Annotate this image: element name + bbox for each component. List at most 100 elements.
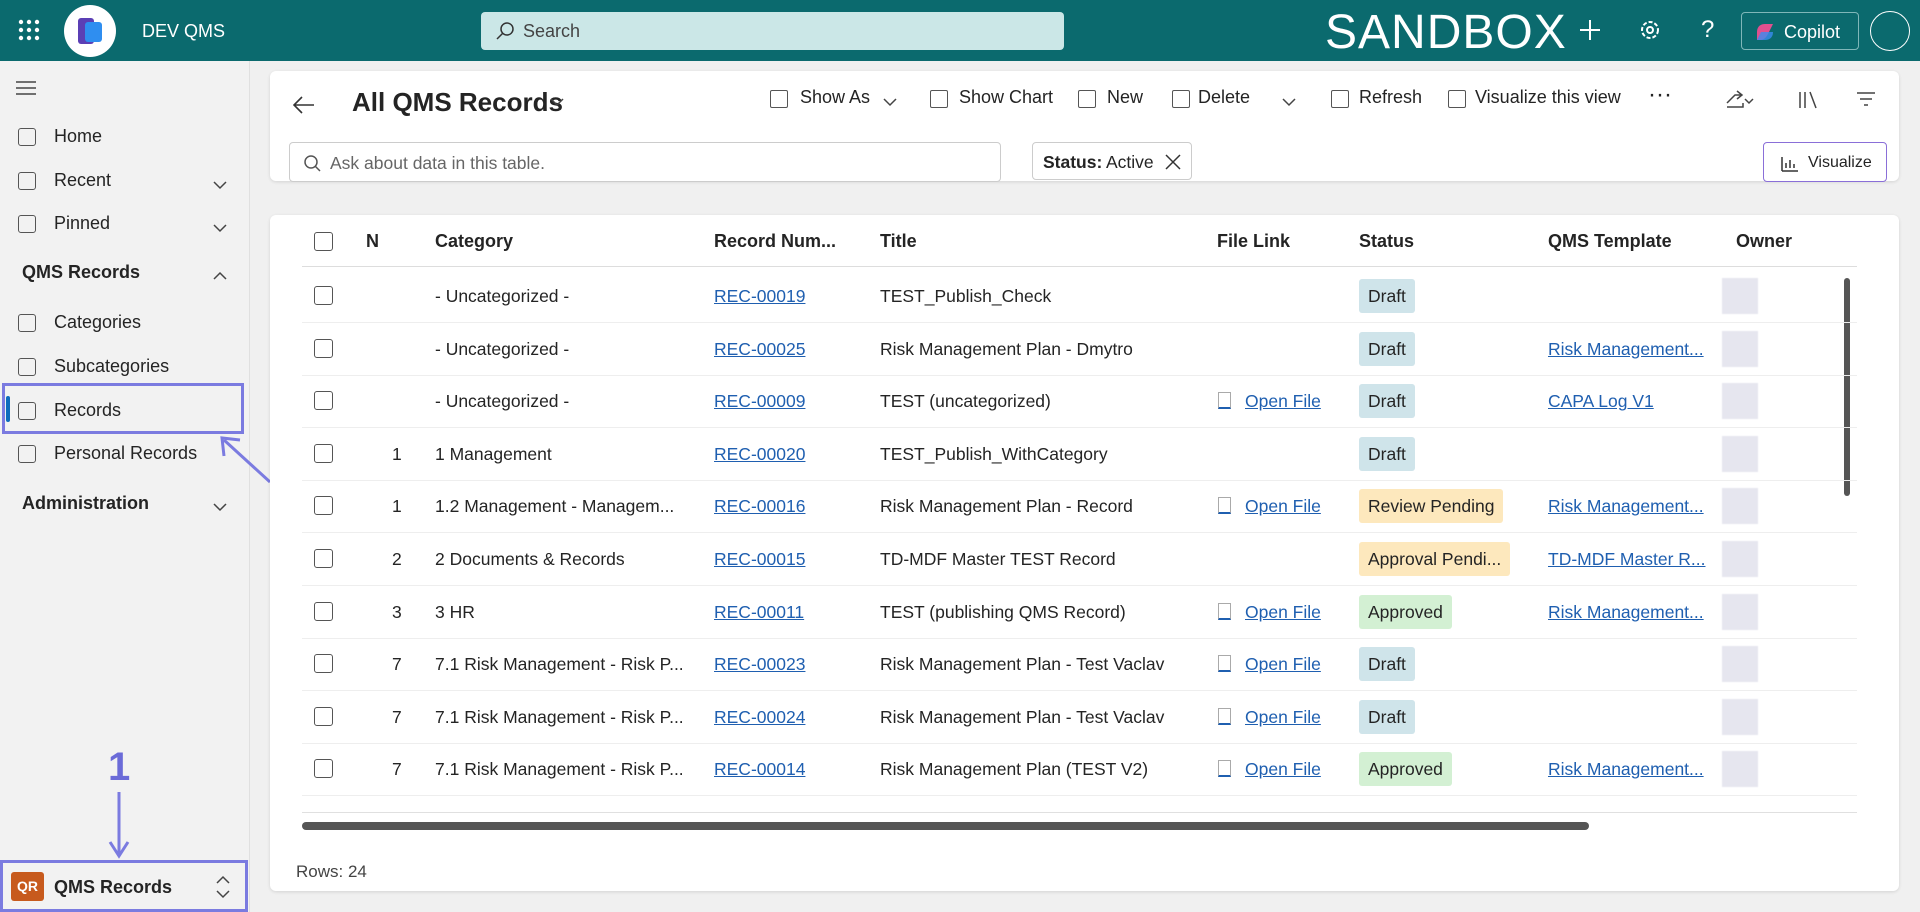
command[interactable]: Delete xyxy=(1198,87,1251,107)
collapse-menu[interactable] xyxy=(16,81,38,95)
column-header[interactable]: Owner xyxy=(1736,231,1793,251)
row-checkbox[interactable] xyxy=(314,654,333,674)
cell-record[interactable]: REC-00011 xyxy=(714,601,805,622)
cell-template[interactable]: Risk Management... xyxy=(1548,496,1704,517)
row-checkbox[interactable] xyxy=(314,286,333,305)
vertical-scrollbar[interactable] xyxy=(1844,278,1850,496)
status-badge: Review Pending xyxy=(1359,489,1504,524)
row-checkbox[interactable] xyxy=(314,443,333,463)
cell-record[interactable]: REC-00015 xyxy=(714,549,806,569)
column-header[interactable]: QMS Template xyxy=(1548,231,1672,251)
ask-box[interactable]: Ask about data in this table. xyxy=(289,142,1001,182)
filter-remove[interactable] xyxy=(1165,154,1181,170)
nav-icon xyxy=(18,128,36,146)
file-icon xyxy=(1218,497,1231,515)
cell-category: 7.1 Risk Management - Risk P... xyxy=(435,654,684,675)
help-button[interactable]: ? xyxy=(1701,16,1715,43)
visualize-button[interactable]: Visualize xyxy=(1763,142,1887,182)
cell-title: Risk Management Plan (TEST V2) xyxy=(880,759,1149,780)
chevron xyxy=(213,267,227,280)
filter-chip[interactable]: Status: Active xyxy=(1032,142,1192,180)
cell-file[interactable]: Open File xyxy=(1245,601,1321,622)
cell-template[interactable]: Risk Management... xyxy=(1548,338,1704,359)
command[interactable]: Show Chart xyxy=(959,87,1054,107)
back-button[interactable] xyxy=(293,95,315,115)
cell-template[interactable]: Risk Management... xyxy=(1548,601,1704,622)
command[interactable]: Visualize this view xyxy=(1475,87,1621,107)
header-checkbox[interactable] xyxy=(314,232,333,251)
file-icon xyxy=(1218,392,1231,410)
cell-category: - Uncategorized - xyxy=(435,338,570,359)
nav-icon xyxy=(18,402,36,420)
grid-card: Rows: 24 xyxy=(270,215,1899,891)
command-icon xyxy=(1172,90,1190,108)
owner-avatar xyxy=(1722,383,1758,420)
cell-record[interactable]: REC-00016 xyxy=(714,496,806,517)
nav-item[interactable]: Recent xyxy=(54,170,112,190)
view-tools[interactable] xyxy=(1725,89,1875,111)
file-icon xyxy=(1218,602,1231,620)
row-checkbox[interactable] xyxy=(314,391,333,411)
cell-record[interactable]: REC-00023 xyxy=(714,654,806,675)
nav-icon xyxy=(18,172,36,190)
cell-file[interactable]: Open File xyxy=(1245,654,1321,675)
nav-item[interactable]: Pinned xyxy=(54,213,111,233)
nav-group[interactable]: QMS Records xyxy=(22,262,141,282)
nav-item[interactable]: Home xyxy=(54,126,103,146)
row-checkbox[interactable] xyxy=(314,759,333,779)
command[interactable]: Refresh xyxy=(1359,87,1423,107)
nav-item[interactable]: Personal Records xyxy=(54,443,198,463)
column-header[interactable]: N xyxy=(366,231,379,251)
header-rule xyxy=(302,266,1857,267)
cell-record[interactable]: REC-00019 xyxy=(714,286,806,306)
row-rule xyxy=(302,795,1857,797)
row-checkbox[interactable] xyxy=(314,549,333,568)
view-chevron[interactable] xyxy=(550,97,564,107)
cell-record[interactable]: REC-00025 xyxy=(714,338,806,359)
cell-title: Risk Management Plan - Dmytro xyxy=(880,338,1133,359)
cell-title: Risk Management Plan - Record xyxy=(880,496,1133,517)
cell-record[interactable]: REC-00014 xyxy=(714,759,806,780)
row-checkbox[interactable] xyxy=(314,496,333,516)
horizontal-scrollbar[interactable] xyxy=(302,822,1589,830)
cell-record[interactable]: REC-00009 xyxy=(714,391,806,412)
row-checkbox[interactable] xyxy=(314,601,333,621)
nav-item[interactable]: Categories xyxy=(54,312,142,332)
nav-group[interactable]: Administration xyxy=(22,493,150,513)
column-header[interactable]: Status xyxy=(1359,231,1415,251)
command[interactable]: Show As xyxy=(800,87,871,107)
nav-item[interactable]: Subcategories xyxy=(54,356,170,376)
view-title[interactable]: All QMS Records xyxy=(352,87,563,117)
cell-template[interactable]: TD-MDF Master R... xyxy=(1548,549,1706,569)
cell-file[interactable]: Open File xyxy=(1245,759,1321,780)
area-switcher[interactable]: QR QMS Records xyxy=(0,860,248,912)
command[interactable]: New xyxy=(1107,87,1144,107)
user-avatar[interactable] xyxy=(1870,11,1910,51)
app-logo xyxy=(64,5,116,57)
owner-avatar xyxy=(1722,488,1758,525)
row-checkbox[interactable] xyxy=(314,706,333,726)
cell-file[interactable]: Open File xyxy=(1245,496,1321,517)
column-header[interactable]: Record Num... xyxy=(714,231,837,251)
app-launcher[interactable] xyxy=(18,19,40,41)
more-commands[interactable]: ··· xyxy=(1648,81,1672,108)
cell-file[interactable]: Open File xyxy=(1245,706,1321,727)
search-box[interactable]: Search xyxy=(481,12,1064,50)
cell-template[interactable]: Risk Management... xyxy=(1548,759,1704,780)
row-checkbox[interactable] xyxy=(314,338,333,358)
cell-record[interactable]: REC-00020 xyxy=(714,443,806,464)
column-header[interactable]: File Link xyxy=(1217,231,1291,251)
cell-record[interactable]: REC-00024 xyxy=(714,706,806,727)
search-placeholder: Search xyxy=(523,21,581,41)
nav-item[interactable]: Records xyxy=(54,400,122,420)
row-rule xyxy=(302,532,1857,534)
copilot-button[interactable]: Copilot xyxy=(1741,12,1859,50)
cell-template[interactable]: CAPA Log V1 xyxy=(1548,391,1654,412)
nav-icon xyxy=(18,215,36,233)
command-icon xyxy=(1078,90,1096,108)
cell-file[interactable]: Open File xyxy=(1245,391,1321,412)
new-button[interactable] xyxy=(1578,18,1602,42)
settings-button[interactable] xyxy=(1638,18,1662,42)
column-header[interactable]: Title xyxy=(880,231,917,251)
column-header[interactable]: Category xyxy=(435,231,514,251)
